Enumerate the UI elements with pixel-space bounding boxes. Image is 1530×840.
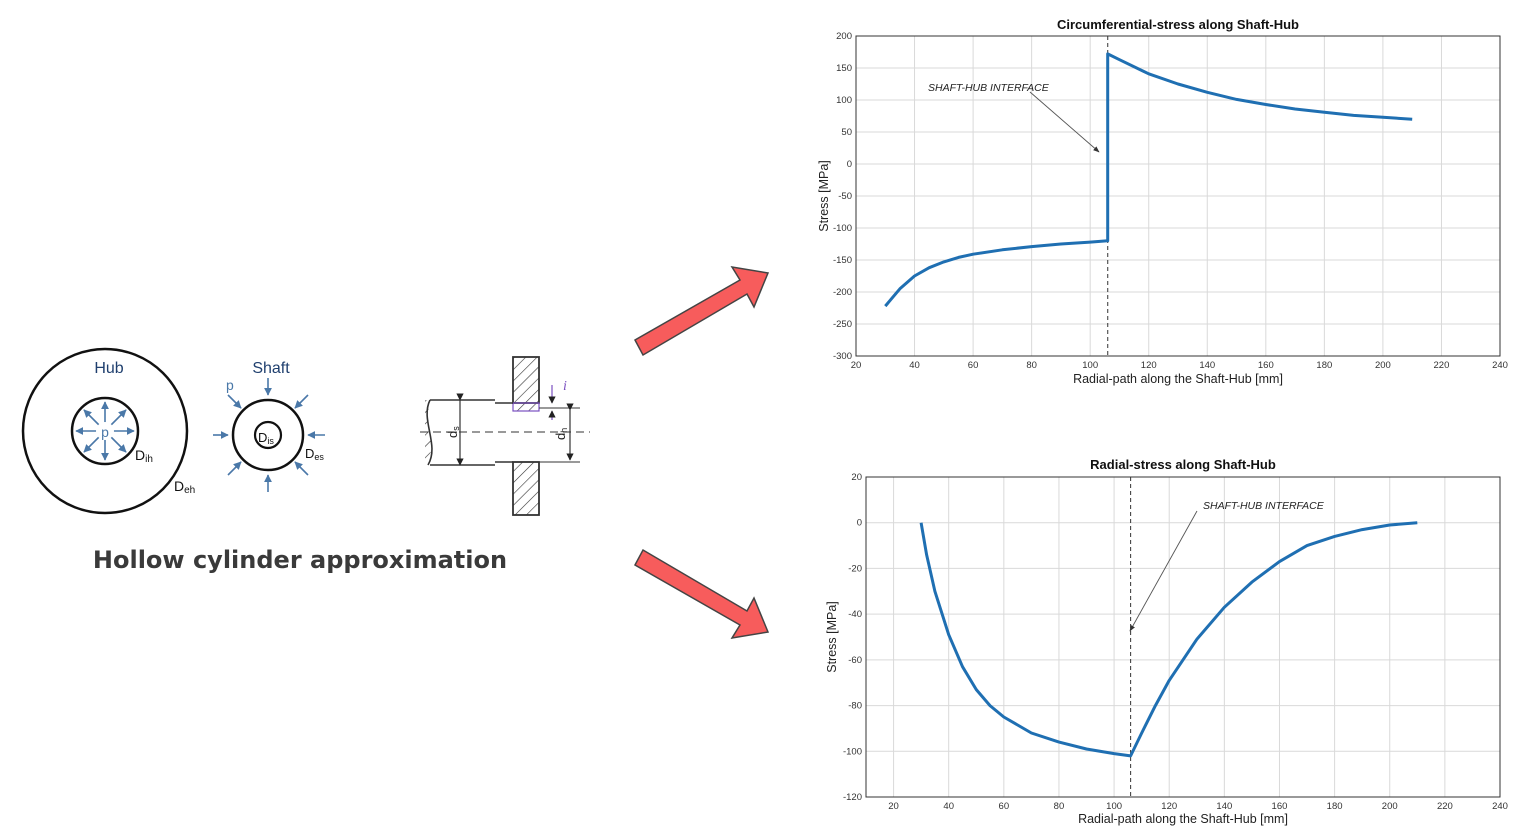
y-tick-label: 0 bbox=[847, 159, 852, 170]
x-tick-label: 100 bbox=[1082, 360, 1098, 371]
svg-text:Des: Des bbox=[305, 446, 324, 462]
x-tick-label: 160 bbox=[1258, 360, 1274, 371]
x-tick-label: 40 bbox=[943, 801, 954, 812]
y-tick-label: -50 bbox=[838, 191, 852, 202]
arrow-to-circumferential-chart bbox=[633, 265, 770, 357]
y-tick-label: -200 bbox=[833, 287, 852, 298]
y-tick-label: 100 bbox=[836, 95, 852, 106]
x-tick-label: 220 bbox=[1437, 801, 1453, 812]
x-tick-label: 240 bbox=[1492, 801, 1508, 812]
x-tick-label: 160 bbox=[1272, 801, 1288, 812]
y-tick-label: -300 bbox=[833, 351, 852, 362]
y-tick-label: -40 bbox=[848, 609, 862, 620]
hub-pressure-label: p bbox=[101, 424, 109, 440]
y-tick-label: 20 bbox=[851, 472, 862, 483]
diagram-caption: Hollow cylinder approximation bbox=[92, 546, 508, 574]
chart-title: Radial-stress along Shaft-Hub bbox=[1090, 457, 1276, 472]
shaft-inner-diameter-sub: is bbox=[267, 436, 274, 446]
interface-annotation: SHAFT-HUB INTERFACE bbox=[928, 82, 1050, 94]
x-tick-label: 80 bbox=[1054, 801, 1065, 812]
chart-title: Circumferential-stress along Shaft-Hub bbox=[1057, 17, 1299, 32]
x-tick-label: 200 bbox=[1382, 801, 1398, 812]
x-tick-label: 200 bbox=[1375, 360, 1391, 371]
shaft-label: Shaft bbox=[252, 360, 290, 377]
ds-sub: s bbox=[451, 426, 461, 431]
dh-label: d bbox=[553, 433, 568, 440]
x-tick-label: 180 bbox=[1327, 801, 1343, 812]
x-tick-label: 220 bbox=[1434, 360, 1450, 371]
ds-label: d bbox=[445, 431, 460, 438]
svg-text:Dis: Dis bbox=[258, 430, 274, 446]
svg-text:dh: dh bbox=[553, 428, 569, 440]
arrow-to-radial-chart bbox=[633, 548, 770, 640]
shaft-pressure-arrows bbox=[213, 378, 325, 492]
plot-area bbox=[866, 477, 1500, 797]
y-tick-label: -60 bbox=[848, 655, 862, 666]
x-tick-label: 120 bbox=[1141, 360, 1157, 371]
x-tick-label: 140 bbox=[1216, 801, 1232, 812]
shaft-outer-diameter-label: D bbox=[305, 446, 314, 461]
shaft-outer-diameter-sub: es bbox=[314, 452, 324, 462]
hub-label: Hub bbox=[94, 360, 123, 377]
radial-stress-chart: 20 40 60 80 100 120 140 160 180 200 220 240200-20-4… bbox=[825, 457, 1508, 826]
annotation-arrow bbox=[1129, 510, 1198, 632]
series-line bbox=[919, 521, 1418, 758]
shaft-inner-diameter-label: D bbox=[258, 430, 267, 445]
svg-text:Deh: Deh bbox=[174, 478, 195, 496]
y-tick-label: 150 bbox=[836, 63, 852, 74]
y-tick-label: -250 bbox=[833, 319, 852, 330]
y-tick-label: -150 bbox=[833, 255, 852, 266]
y-tick-label: -100 bbox=[843, 746, 862, 757]
dh-sub: h bbox=[559, 428, 569, 433]
annotation-arrow bbox=[1029, 91, 1100, 153]
shaft-pressure-label: p bbox=[226, 377, 234, 393]
x-tick-label: 240 bbox=[1492, 360, 1508, 371]
x-tick-label: 60 bbox=[999, 801, 1010, 812]
svg-text:Dih: Dih bbox=[135, 447, 153, 465]
x-axis-label: Radial-path along the Shaft-Hub [mm] bbox=[1078, 812, 1288, 826]
x-tick-label: 40 bbox=[909, 360, 920, 371]
y-tick-label: 200 bbox=[836, 31, 852, 42]
x-axis-label: Radial-path along the Shaft-Hub [mm] bbox=[1073, 372, 1283, 386]
shaft-hub-section-sketch bbox=[420, 356, 590, 516]
x-tick-label: 100 bbox=[1106, 801, 1122, 812]
hub-inner-diameter-sub: ih bbox=[145, 454, 153, 465]
hub-drawing: Hub p Dih Deh bbox=[21, 347, 195, 515]
hub-inner-diameter-label: D bbox=[135, 447, 145, 463]
circumferential-stress-chart: 20 40 60 80 100 120 140 160 180 200 220 240 200 150 10… bbox=[817, 17, 1508, 386]
x-tick-label: 60 bbox=[968, 360, 979, 371]
x-tick-label: 120 bbox=[1161, 801, 1177, 812]
plot-frame bbox=[865, 476, 1501, 798]
svg-text:ds: ds bbox=[445, 426, 461, 438]
series-line bbox=[884, 52, 1413, 308]
y-tick-label: -20 bbox=[848, 563, 862, 574]
x-tick-label: 140 bbox=[1199, 360, 1215, 371]
interference-label: i bbox=[563, 379, 567, 394]
x-tick-label: 80 bbox=[1026, 360, 1037, 371]
plot-frame bbox=[855, 35, 1501, 357]
x-tick-label: 180 bbox=[1316, 360, 1332, 371]
x-tick-label: 20 bbox=[851, 360, 862, 371]
hub-outer-diameter-sub: eh bbox=[184, 485, 195, 496]
hub-outer-diameter-label: D bbox=[174, 478, 184, 494]
y-tick-label: -120 bbox=[843, 792, 862, 803]
interface-annotation: SHAFT-HUB INTERFACE bbox=[1203, 500, 1325, 512]
y-tick-label: 0 bbox=[857, 518, 862, 529]
y-tick-label: -80 bbox=[848, 701, 862, 712]
x-tick-label: 20 bbox=[888, 801, 899, 812]
y-tick-label: -100 bbox=[833, 223, 852, 234]
y-tick-label: 50 bbox=[841, 127, 852, 138]
hollow-cylinder-diagram: Hub p Dih Deh Shaft p Dis Des bbox=[21, 347, 590, 516]
y-axis-label: Stress [MPa] bbox=[825, 601, 839, 673]
y-axis-label: Stress [MPa] bbox=[817, 160, 831, 232]
shaft-drawing: Shaft p Dis Des bbox=[213, 360, 325, 492]
